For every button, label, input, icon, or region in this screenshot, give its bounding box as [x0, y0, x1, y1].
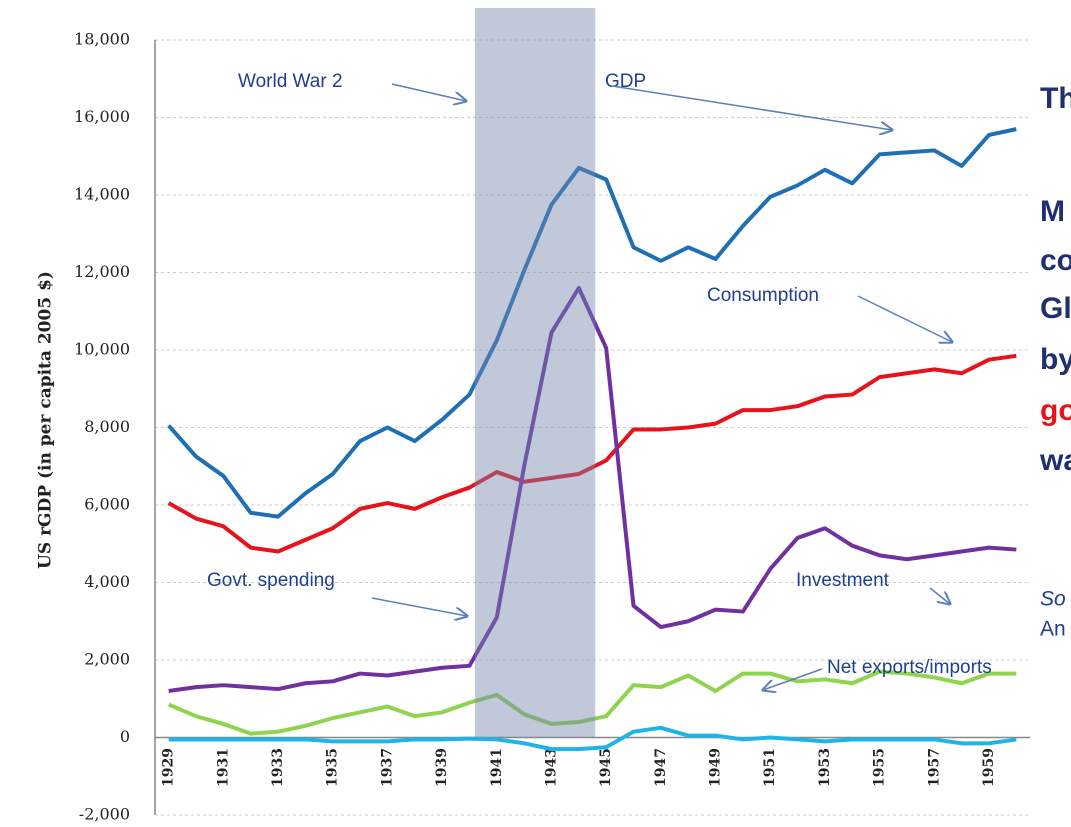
- y-tick-label: 2,000: [84, 650, 130, 669]
- x-tick-label: 1941: [489, 748, 505, 787]
- arrow: [857, 295, 952, 342]
- arrow: [371, 597, 467, 616]
- arrow: [763, 668, 823, 690]
- y-tick-label: 18,000: [74, 30, 130, 49]
- side-text: Th: [1040, 82, 1071, 115]
- y-tick-label: 10,000: [74, 340, 130, 359]
- y-tick-label: 12,000: [74, 262, 130, 281]
- y-axis-label: US rGDP (in per capita 2005 $): [36, 271, 56, 569]
- x-tick-label: 1943: [543, 748, 559, 787]
- x-tick-label: 1931: [215, 748, 231, 787]
- y-tick-label: 16,000: [74, 107, 130, 126]
- series-label: Govt. spending: [207, 570, 335, 591]
- x-tick-label: 1945: [598, 748, 614, 787]
- series-label: Consumption: [707, 285, 819, 306]
- side-text: M: [1040, 195, 1065, 228]
- side-text: An: [1040, 618, 1066, 641]
- y-tick-label: 14,000: [74, 185, 130, 204]
- x-tick-label: 1949: [708, 748, 724, 787]
- x-tick-label: 1947: [653, 748, 669, 787]
- series-line: [167, 127, 1017, 519]
- y-tick-label: 6,000: [84, 495, 130, 514]
- arrow: [391, 83, 466, 101]
- side-text: Gl: [1040, 292, 1071, 325]
- x-tick-label: 1935: [325, 748, 341, 787]
- series-line: [168, 725, 1017, 752]
- arrow: [611, 85, 892, 130]
- y-tick-label: -2,000: [79, 805, 130, 824]
- x-tick-label: 1937: [379, 748, 395, 787]
- y-tick-label: 0: [120, 727, 130, 746]
- x-tick-label: 1929: [161, 748, 177, 787]
- annotation: World War 2: [238, 71, 343, 92]
- series-label: Investment: [796, 570, 890, 591]
- war-shading: [474, 8, 596, 738]
- side-text: So: [1040, 588, 1066, 611]
- x-tick-label: 1959: [981, 748, 997, 787]
- side-text: co: [1040, 244, 1071, 277]
- x-tick-label: 1951: [762, 748, 778, 787]
- series-line: [167, 353, 1017, 554]
- side-text: by: [1040, 343, 1071, 376]
- side-text: go: [1040, 394, 1071, 427]
- series-line: [168, 286, 1017, 693]
- x-tick-label: 1957: [926, 748, 942, 787]
- side-text: wa: [1039, 444, 1071, 477]
- x-tick-label: 1939: [434, 748, 450, 787]
- arrow: [929, 587, 950, 604]
- y-tick-label: 8,000: [84, 417, 130, 436]
- x-tick-label: 1933: [270, 748, 286, 787]
- x-tick-label: 1953: [817, 748, 833, 787]
- series-line: [167, 669, 1017, 736]
- y-tick-label: 4,000: [84, 572, 130, 591]
- x-tick-label: 1955: [872, 748, 888, 787]
- series-label: Net exports/imports: [827, 657, 992, 678]
